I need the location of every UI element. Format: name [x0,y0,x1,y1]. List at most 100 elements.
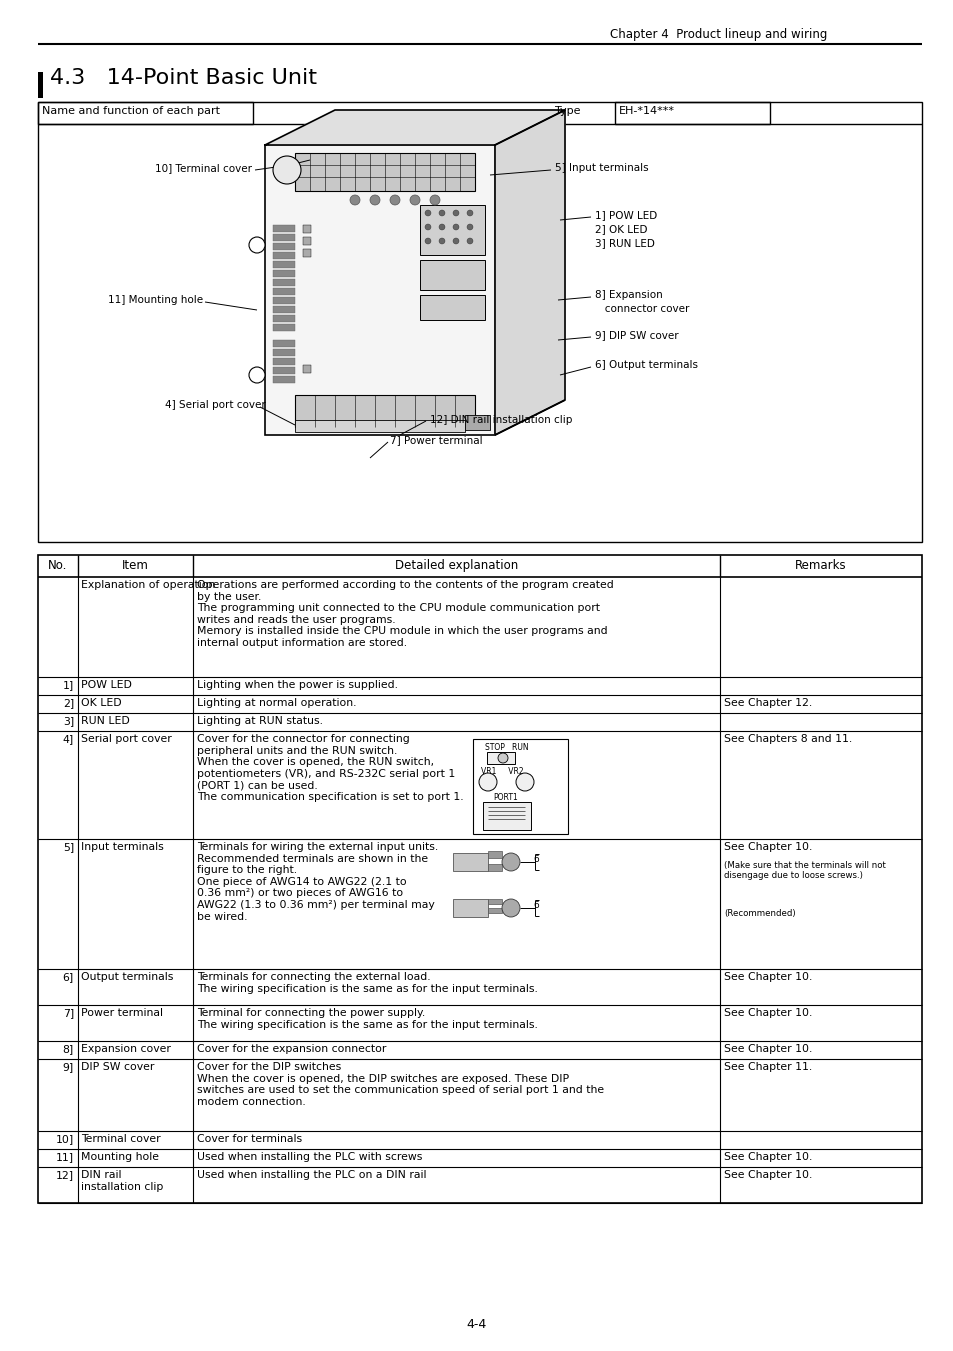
Text: 2]: 2] [63,698,74,708]
Circle shape [424,238,431,245]
Text: No.: No. [49,559,68,571]
Circle shape [467,209,473,216]
Bar [615,101,769,124]
Text: 6] Output terminals: 6] Output terminals [595,359,698,370]
Text: 8]: 8] [63,1044,74,1054]
Bar [273,340,294,347]
Text: Remarks: Remarks [795,559,846,571]
Circle shape [453,209,458,216]
Bar [303,226,311,232]
Text: 11]: 11] [56,1152,74,1162]
Text: Chapter 4  Product lineup and wiring: Chapter 4 Product lineup and wiring [609,28,826,41]
Bar [273,349,294,357]
Circle shape [453,224,458,230]
Circle shape [497,753,507,763]
Text: 3] RUN LED: 3] RUN LED [595,238,654,249]
Text: VR1     VR2: VR1 VR2 [480,767,523,775]
Text: 10]: 10] [55,1133,74,1144]
Text: Cover for terminals: Cover for terminals [196,1133,302,1144]
Bar [488,908,501,913]
Text: See Chapter 11.: See Chapter 11. [723,1062,811,1071]
Text: 1]: 1] [63,680,74,690]
Text: 6: 6 [533,855,538,865]
Bar [38,555,921,1202]
Circle shape [370,195,379,205]
Text: (Make sure that the terminals will not
disengage due to loose screws.): (Make sure that the terminals will not d… [723,861,885,881]
Text: DIP SW cover: DIP SW cover [81,1062,154,1071]
Text: POW LED: POW LED [81,680,132,690]
Bar [303,236,311,245]
Text: 8] Expansion: 8] Expansion [595,290,662,300]
Bar [273,376,294,382]
Circle shape [467,238,473,245]
Text: Lighting at RUN status.: Lighting at RUN status. [196,716,323,725]
Text: Used when installing the PLC on a DIN rail: Used when installing the PLC on a DIN ra… [196,1170,426,1179]
Text: 4]: 4] [63,734,74,744]
Circle shape [424,224,431,230]
Text: RUN LED: RUN LED [81,716,130,725]
Bar [419,205,484,255]
Text: Terminals for connecting the external load.
The wiring specification is the same: Terminals for connecting the external lo… [196,971,537,993]
Text: 3]: 3] [63,716,74,725]
Bar [273,243,294,250]
Circle shape [438,238,444,245]
Bar [273,270,294,277]
Circle shape [390,195,399,205]
Bar [294,153,475,190]
Text: Detailed explanation: Detailed explanation [395,559,517,571]
Bar [265,145,495,435]
Text: See Chapters 8 and 11.: See Chapters 8 and 11. [723,734,851,744]
Bar [273,305,294,313]
Text: 9]: 9] [63,1062,74,1071]
Text: connector cover: connector cover [595,304,689,313]
Bar [273,253,294,259]
Text: See Chapter 10.: See Chapter 10. [723,971,812,982]
Text: 12] DIN rail installation clip: 12] DIN rail installation clip [430,415,572,426]
Circle shape [249,367,265,382]
Circle shape [438,209,444,216]
Text: Terminals for wiring the external input units.
Recommended terminals are shown i: Terminals for wiring the external input … [196,842,437,921]
Text: See Chapter 10.: See Chapter 10. [723,1044,812,1054]
Circle shape [438,224,444,230]
Text: Power terminal: Power terminal [81,1008,163,1019]
Text: DIN rail
installation clip: DIN rail installation clip [81,1170,163,1192]
Text: Input terminals: Input terminals [81,842,164,852]
Bar [488,865,501,871]
Text: Operations are performed according to the contents of the program created
by the: Operations are performed according to th… [196,580,613,648]
Text: 4-4: 4-4 [466,1319,487,1331]
Text: 4] Serial port cover: 4] Serial port cover [165,400,266,409]
Bar [273,234,294,240]
Bar [488,851,501,858]
Text: STOP   RUN: STOP RUN [484,743,528,753]
Circle shape [249,236,265,253]
Text: Serial port cover: Serial port cover [81,734,172,744]
Bar [473,739,567,834]
Circle shape [350,195,359,205]
Bar [419,295,484,320]
Circle shape [424,209,431,216]
Bar [303,249,311,257]
Bar [273,280,294,286]
Text: Name and function of each part: Name and function of each part [42,105,220,116]
Bar [464,415,490,430]
Text: 12]: 12] [56,1170,74,1179]
Text: (Recommended): (Recommended) [723,909,795,917]
Polygon shape [265,109,564,145]
Text: 1] POW LED: 1] POW LED [595,209,657,220]
Bar [303,365,311,373]
Text: Explanation of operation: Explanation of operation [81,580,215,590]
Bar [273,324,294,331]
Text: EH-*14***: EH-*14*** [618,105,675,116]
Text: Output terminals: Output terminals [81,971,173,982]
Text: Used when installing the PLC with screws: Used when installing the PLC with screws [196,1152,422,1162]
Bar [273,226,294,232]
Text: Item: Item [122,559,149,571]
Text: See Chapter 12.: See Chapter 12. [723,698,811,708]
Text: See Chapter 10.: See Chapter 10. [723,1170,812,1179]
Circle shape [453,238,458,245]
Text: 5] Input terminals: 5] Input terminals [555,163,648,173]
Bar [38,101,253,124]
Circle shape [430,195,439,205]
Text: Lighting when the power is supplied.: Lighting when the power is supplied. [196,680,397,690]
Circle shape [273,155,301,184]
